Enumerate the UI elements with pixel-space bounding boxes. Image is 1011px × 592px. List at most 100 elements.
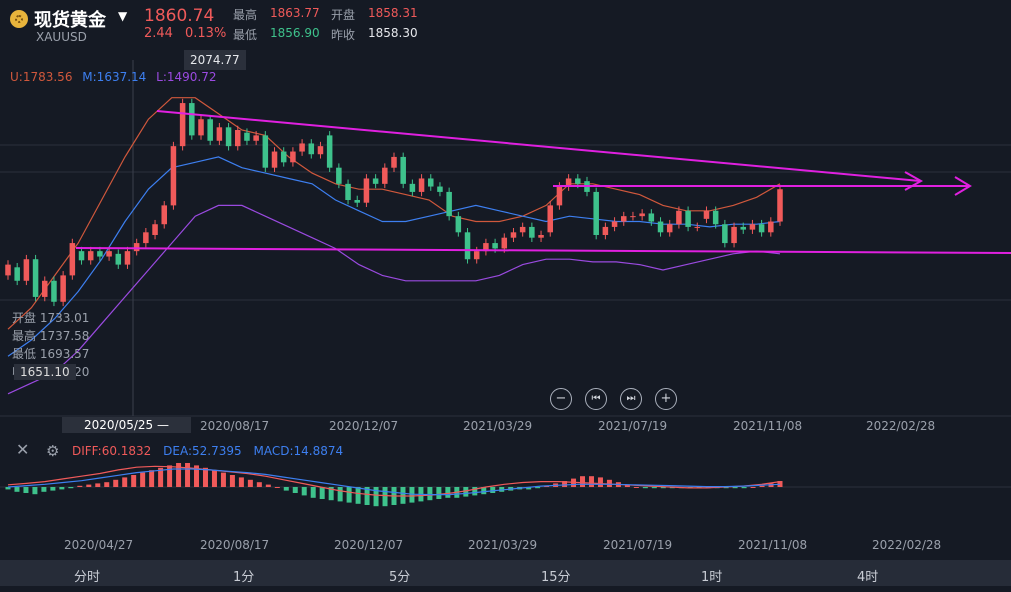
bollinger-bands: [7, 97, 781, 395]
candle-body: [271, 151, 278, 168]
trendline-support: [75, 247, 1011, 254]
candle-body: [547, 205, 553, 233]
candle-body: [694, 226, 701, 228]
macd-bar: [409, 487, 415, 503]
candle-body: [225, 127, 232, 147]
candle-body: [115, 253, 122, 265]
low-label: 最低: [233, 28, 258, 42]
x-tick: 2021/11/08: [733, 419, 803, 433]
candle-body: [455, 216, 462, 233]
candle-body: [299, 143, 305, 152]
period-4hour[interactable]: 4时: [857, 570, 879, 585]
candle-body: [97, 251, 103, 257]
candle-body: [345, 183, 351, 200]
low-value: 1856.90: [270, 26, 320, 40]
macd-bar: [481, 487, 487, 495]
step-back-icon[interactable]: ⏮: [585, 388, 607, 410]
period-1min[interactable]: 1分: [233, 570, 255, 585]
candle-body: [731, 226, 737, 244]
candle-body: [556, 186, 563, 206]
x-tick: 2021/07/19: [598, 419, 668, 433]
macd-bar: [238, 477, 244, 487]
macd-bar: [256, 482, 262, 487]
macd-bar: [355, 487, 361, 504]
candle-body: [621, 216, 627, 222]
gear-icon[interactable]: ⚙: [46, 442, 60, 460]
candle-body: [510, 232, 517, 238]
macd-bar: [588, 476, 594, 487]
macd-bar: [759, 485, 765, 487]
period-5min[interactable]: 5分: [389, 570, 411, 585]
ma-upper-label: U:1783.56: [10, 70, 73, 84]
candle-body: [78, 251, 85, 261]
macd-diff-label: DIFF:60.1832: [72, 444, 152, 458]
high-value: 1863.77: [270, 6, 320, 20]
candle-body: [418, 178, 425, 192]
ohlc-low: 最低 1693.57: [12, 347, 90, 361]
candle-body: [133, 243, 140, 252]
macd-bar: [274, 487, 280, 488]
macd-bar: [328, 487, 334, 501]
x-tick: 2021/11/08: [738, 538, 808, 552]
candle-body: [712, 210, 719, 225]
candle-body: [722, 224, 728, 244]
candle-body: [768, 221, 774, 233]
step-forward-icon[interactable]: ⏭: [620, 388, 642, 410]
candle-body: [538, 235, 544, 238]
period-15min[interactable]: 15分: [541, 570, 571, 585]
candle-body: [42, 280, 48, 297]
high-label: 最高: [233, 8, 258, 22]
chevron-down-icon[interactable]: ▼: [118, 9, 128, 23]
crosshair-price-tip: 1651.10: [14, 364, 76, 380]
open-value: 1858.31: [368, 6, 418, 20]
macd-bar: [23, 487, 29, 493]
macd-bar: [651, 487, 657, 489]
candle-body: [593, 191, 599, 235]
ma-lower-line: [7, 204, 781, 395]
macd-bar: [301, 487, 307, 496]
macd-chart[interactable]: [0, 460, 1011, 555]
macd-bar: [597, 477, 603, 487]
candle-body: [676, 210, 682, 225]
candle-body: [529, 226, 535, 238]
ohlc-open: 开盘 1733.01: [12, 311, 90, 325]
open-label: 开盘: [331, 8, 356, 22]
x-tick: 2021/03/29: [468, 538, 538, 552]
candle-body: [207, 119, 213, 141]
macd-bar: [149, 470, 155, 487]
candle-body: [290, 151, 296, 163]
macd-bar: [247, 479, 253, 487]
x-tick: 2020/08/17: [200, 538, 270, 552]
candlestick-chart[interactable]: [0, 0, 1011, 437]
x-tick: 2020/12/07: [334, 538, 404, 552]
macd-bar: [535, 487, 541, 489]
x-tick: 2021/03/29: [463, 419, 533, 433]
crosshair-date-tip: 2020/05/25 —: [62, 417, 191, 433]
macd-bar: [400, 487, 406, 504]
macd-bar: [5, 487, 11, 490]
candle-body: [179, 103, 186, 147]
macd-bar: [310, 487, 316, 498]
candle-body: [446, 191, 452, 217]
candle-body: [758, 224, 765, 233]
macd-diff-line: [7, 465, 781, 497]
close-icon[interactable]: ✕: [16, 440, 30, 459]
macd-bar: [86, 484, 92, 487]
macd-bar: [95, 483, 101, 487]
zoom-in-icon[interactable]: +: [655, 388, 677, 410]
macd-bar: [436, 487, 442, 499]
candle-body: [391, 156, 397, 168]
zoom-out-icon[interactable]: −: [550, 388, 572, 410]
gold-coin-icon: [10, 10, 28, 28]
x-tick: 2022/02/28: [866, 419, 936, 433]
instrument-title[interactable]: 现货黄金: [34, 10, 106, 31]
candle-body: [143, 232, 149, 244]
candle-body: [87, 251, 94, 261]
macd-bar: [346, 487, 352, 503]
macd-dea-label: DEA:52.7395: [163, 444, 242, 458]
period-tick[interactable]: 分时: [74, 570, 101, 585]
candle-body: [611, 221, 618, 227]
prev-close-value: 1858.30: [368, 26, 418, 40]
ohlc-high: 最高 1737.58: [12, 329, 90, 343]
period-1hour[interactable]: 1时: [701, 570, 723, 585]
